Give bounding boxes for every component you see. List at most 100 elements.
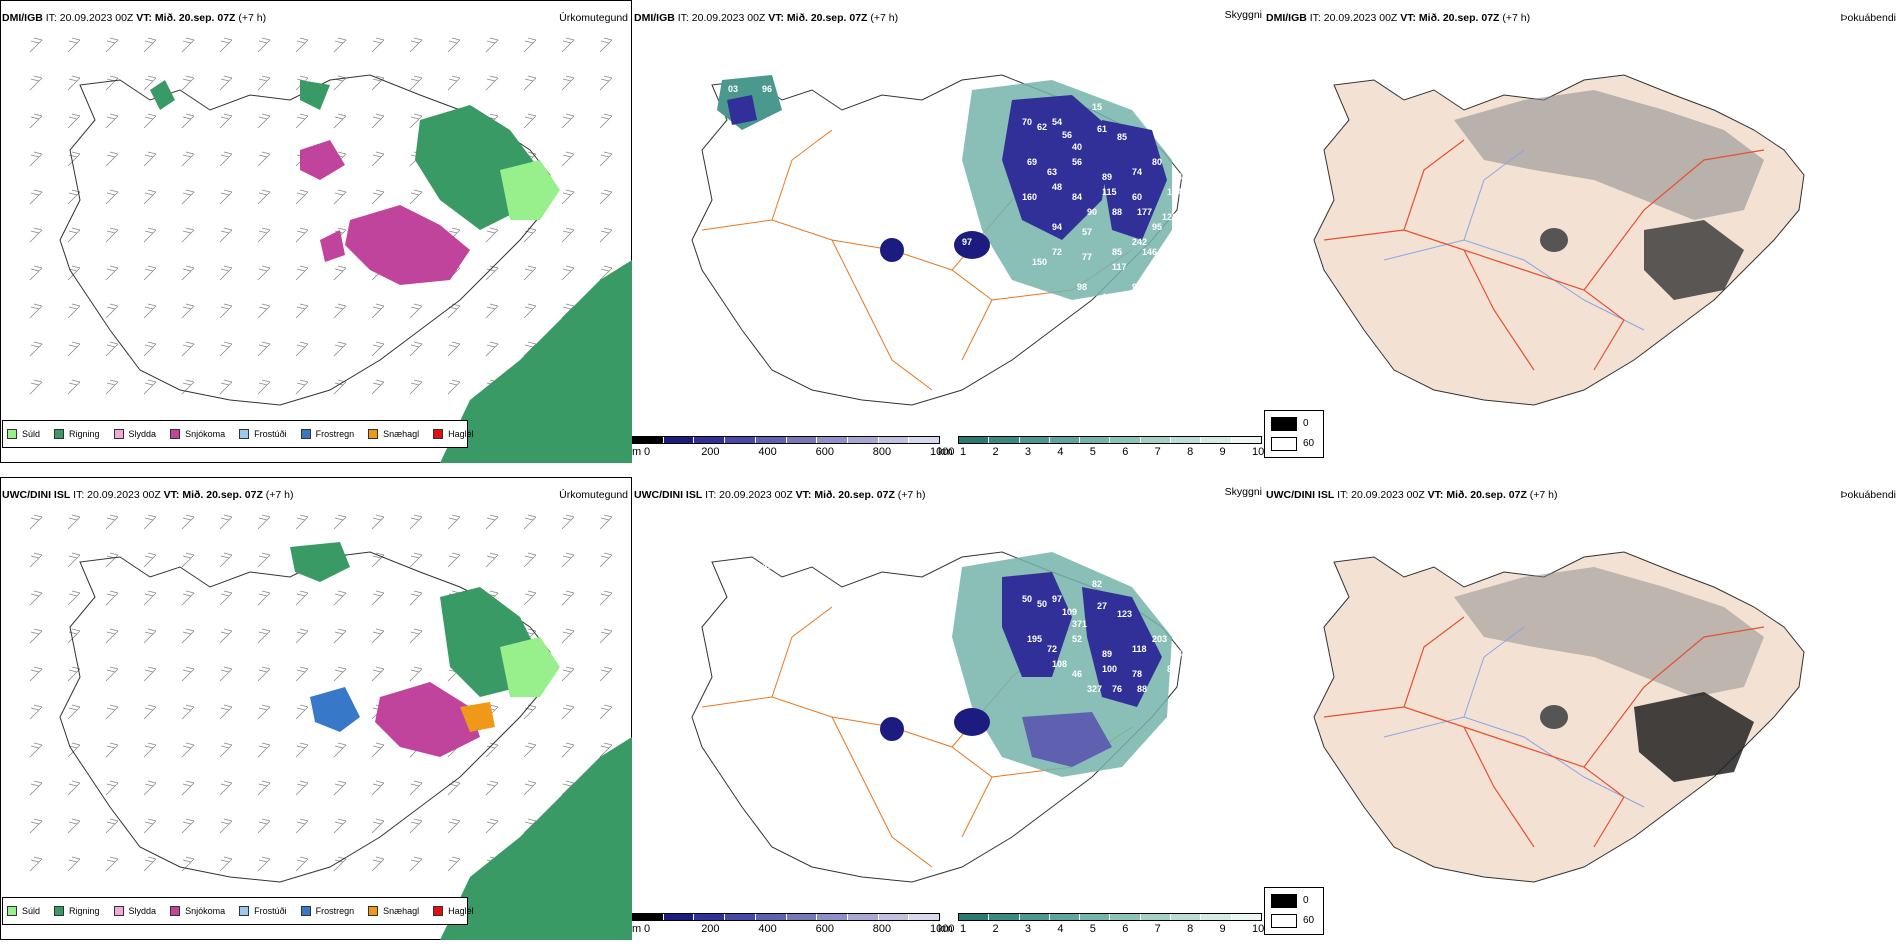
wind-barb bbox=[29, 514, 43, 530]
colorbar-unit: km bbox=[938, 923, 953, 935]
wind-barb bbox=[105, 189, 119, 205]
colorbar-tick: 9 bbox=[1219, 446, 1226, 458]
colorbar-segment bbox=[817, 437, 848, 443]
init-time: IT: 20.09.2023 00Z bbox=[1309, 12, 1398, 24]
wind-barb bbox=[257, 189, 271, 205]
cloud-base-value: 52 bbox=[1072, 634, 1082, 644]
legend-item: Súld bbox=[7, 429, 40, 439]
wind-barb bbox=[143, 113, 157, 129]
colorbar-tick: 5 bbox=[1089, 446, 1096, 458]
cloud-base-value: 89 bbox=[1102, 172, 1112, 182]
panel-header: UWC/DINI ISL IT: 20.09.2023 00Z VT: Mið.… bbox=[2, 489, 294, 501]
colorbar-segment bbox=[1140, 914, 1172, 920]
wind-barb bbox=[295, 37, 309, 53]
wind-barb bbox=[67, 704, 81, 720]
road-network bbox=[1323, 139, 1765, 371]
wind-barb bbox=[67, 75, 81, 91]
wind-barb bbox=[29, 856, 43, 872]
cloud-base-value: 131 bbox=[1132, 579, 1147, 589]
legend-swatch bbox=[54, 429, 65, 439]
cloud-base-value: 46 bbox=[1072, 669, 1082, 679]
cloud-base-value: 47 bbox=[762, 561, 772, 571]
legend-item: Frostúði bbox=[239, 429, 287, 439]
wind-barb bbox=[67, 590, 81, 606]
wind-barb bbox=[447, 552, 461, 568]
wind-barb bbox=[485, 780, 499, 796]
cloud-base-value: 62 bbox=[1037, 122, 1047, 132]
wind-barb bbox=[409, 75, 423, 91]
colorbar-tick: 400 bbox=[758, 923, 777, 935]
valid-time: VT: Mið. 20.sep. 07Z bbox=[768, 12, 868, 24]
cloud-base-value: 203 bbox=[1152, 634, 1167, 644]
map-frame bbox=[0, 0, 632, 463]
wind-barb bbox=[599, 265, 613, 281]
colorbar-segment bbox=[959, 914, 990, 920]
legend-swatch bbox=[170, 429, 181, 439]
colorbar-tick: 2 bbox=[992, 923, 999, 935]
cloud-base-value: 177 bbox=[1137, 207, 1152, 217]
precip-map bbox=[29, 514, 632, 940]
wind-barb bbox=[29, 227, 43, 243]
model-name: UWC/DINI ISL bbox=[2, 489, 71, 501]
cloud-base-value: 69 bbox=[1027, 157, 1037, 167]
wind-barb bbox=[485, 37, 499, 53]
wind-barb bbox=[67, 37, 81, 53]
fog-map bbox=[1313, 74, 1805, 406]
cloud-base-value: 85 bbox=[1112, 247, 1122, 257]
valid-time: VT: Mið. 20.sep. 07Z bbox=[795, 489, 895, 501]
wind-barb bbox=[599, 552, 613, 568]
wind-barb bbox=[143, 704, 157, 720]
colorbar-tick: 4 bbox=[1057, 446, 1064, 458]
legend-swatch bbox=[7, 429, 17, 439]
legend-swatch bbox=[7, 906, 17, 916]
wind-barb bbox=[67, 341, 81, 357]
wind-barb bbox=[143, 742, 157, 758]
cloud-base-value: 152 bbox=[1172, 172, 1187, 182]
visibility-panel: 03 96 45 70 62 54 56 40 15 61 85 49 69 63 56 89 74 80 48 84… bbox=[632, 0, 1264, 475]
colorbar-tick: 400 bbox=[758, 446, 777, 458]
colorbar-segment bbox=[694, 914, 726, 920]
wind-barb bbox=[67, 780, 81, 796]
legend-item: Rigning bbox=[54, 906, 100, 916]
colorbar-segment bbox=[633, 914, 664, 920]
cloud-base-value: 115 bbox=[1102, 187, 1117, 197]
valid-time: VT: Mið. 20.sep. 07Z bbox=[136, 12, 236, 24]
init-time: IT: 20.09.2023 00Z bbox=[1337, 489, 1425, 501]
wind-barb bbox=[371, 742, 385, 758]
wind-barb bbox=[181, 227, 195, 243]
legend-swatch bbox=[300, 429, 311, 439]
valid-time: VT: Mið. 20.sep. 07Z bbox=[163, 489, 263, 501]
wind-barb bbox=[181, 666, 195, 682]
wind-barb bbox=[561, 75, 575, 91]
wind-barb bbox=[447, 37, 461, 53]
cloud-base-value: 327 bbox=[1087, 684, 1102, 694]
colorbar-tick: 2 bbox=[992, 446, 999, 458]
cloud-base-value: 97 bbox=[962, 237, 972, 247]
wind-barb bbox=[485, 742, 499, 758]
wind-barb bbox=[219, 818, 233, 834]
low-cloud-area bbox=[1002, 95, 1112, 240]
wind-barb bbox=[29, 590, 43, 606]
cloud-base-value: 76 bbox=[728, 561, 738, 571]
legend-swatch bbox=[170, 906, 181, 916]
wind-barb bbox=[219, 742, 233, 758]
wind-barb bbox=[257, 151, 271, 167]
visibility-panel: 76 47 66 50 50 97 109 371 82 27 123 131 195 72 52 89 118… bbox=[632, 477, 1264, 952]
cloud-base-value: 61 bbox=[1097, 124, 1107, 134]
wind-barb bbox=[181, 856, 195, 872]
wind-barb bbox=[257, 590, 271, 606]
colorbar-tick: 5 bbox=[1089, 923, 1096, 935]
wind-barb bbox=[409, 666, 423, 682]
wind-barb bbox=[447, 341, 461, 357]
wind-barb bbox=[599, 666, 613, 682]
wind-barb bbox=[105, 704, 119, 720]
cloud-base-value: 154 bbox=[1172, 649, 1187, 659]
model-name: DMI/IGB bbox=[1266, 12, 1307, 24]
lead-time: (+7 h) bbox=[265, 489, 294, 501]
cloud-base-value: 56 bbox=[1072, 157, 1082, 167]
legend-item: Snæhagl bbox=[368, 906, 419, 916]
wind-barb bbox=[257, 75, 271, 91]
wind-barb bbox=[143, 227, 157, 243]
legend-item: Snæhagl bbox=[368, 429, 419, 439]
wind-barb bbox=[29, 704, 43, 720]
